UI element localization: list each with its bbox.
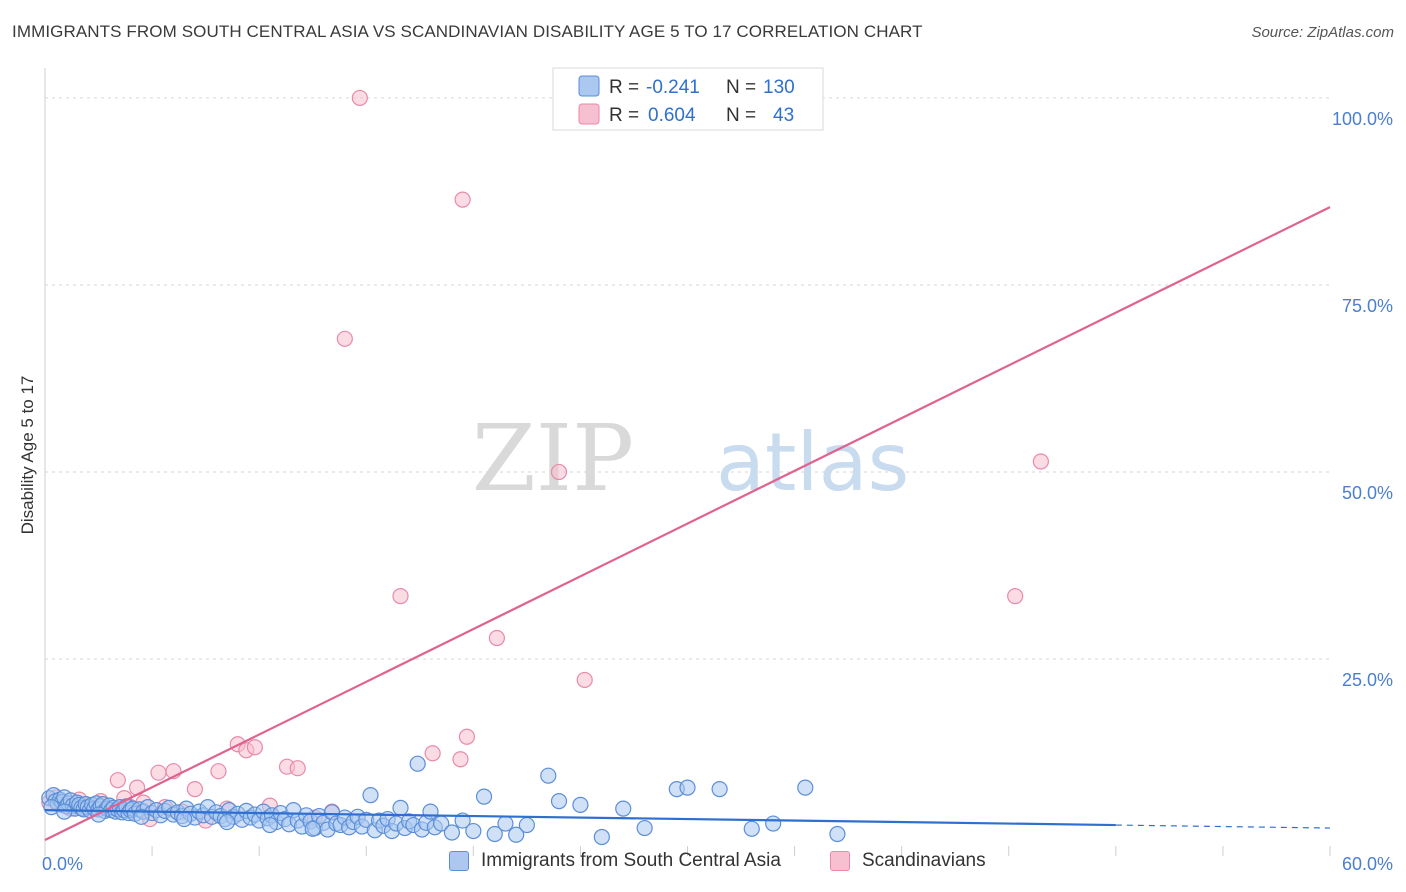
legend-swatch-scandinavians [830, 851, 850, 871]
y-tick-label-3: 100.0% [1332, 109, 1393, 129]
scandinavians-point [351, 89, 368, 107]
legend-item-scandinavians: Scandinavians [830, 850, 986, 872]
south-central-asia-point [486, 825, 503, 843]
south-central-asia-point [176, 810, 193, 828]
south-central-asia-point [765, 815, 782, 832]
scandinavians-point [576, 671, 593, 689]
legend-r-label-pink: R = [609, 105, 639, 126]
scandinavians-point [454, 191, 471, 208]
correlation-legend: R = -0.241 N = 130 R = 0.604 N = 43 [552, 67, 824, 131]
south-central-asia-point [362, 787, 379, 804]
legend-label-south-central-asia: Immigrants from South Central Asia [481, 850, 781, 871]
south-central-asia-point [465, 822, 482, 840]
legend-swatch-pink [578, 103, 600, 125]
south-central-asia-point [518, 816, 535, 834]
south-central-asia-point [636, 819, 653, 837]
south-central-asia-point [550, 793, 568, 810]
scandinavians-point [452, 751, 469, 768]
south-central-asia-point [615, 800, 632, 817]
watermark-zip: ZIP [472, 405, 634, 512]
legend-r-label-blue: R = [609, 77, 639, 98]
scandinavians-point [210, 763, 227, 780]
scandinavians-point [550, 463, 568, 481]
legend-swatch-south-central-asia [449, 851, 469, 871]
watermark: ZIP atlas [472, 405, 910, 512]
scandinavians-point [150, 764, 167, 781]
scandinavians-point [424, 745, 441, 762]
y-tick-label-2: 75.0% [1342, 296, 1393, 316]
legend-swatch-blue [578, 75, 600, 97]
scandinavians-trend-line [44, 206, 1331, 842]
legend-r-value-blue: -0.241 [646, 77, 700, 98]
south-central-asia-point [743, 820, 760, 837]
scandinavians-point [336, 330, 353, 347]
south-central-asia-point [679, 779, 696, 796]
south-central-asia-point [475, 788, 493, 805]
south-central-asia-point [540, 767, 557, 784]
chart-title: IMMIGRANTS FROM SOUTH CENTRAL ASIA VS SC… [12, 22, 923, 41]
south-central-asia-point [443, 824, 461, 841]
scandinavians-point [458, 728, 476, 745]
south-central-asia-trend-line [44, 808, 1116, 827]
south-central-asia-point [422, 803, 439, 820]
scandinavians-point [488, 629, 505, 647]
legend-label-scandinavians: Scandinavians [862, 850, 986, 871]
south-central-asia-point [218, 813, 236, 831]
gridlines [44, 68, 1330, 846]
scandinavians-point [289, 760, 306, 777]
south-central-asia-point [409, 755, 426, 772]
x-axis-ticks [44, 846, 1331, 856]
trend-lines [44, 206, 1331, 842]
south-central-asia-point [392, 799, 409, 816]
south-central-asia-point [797, 779, 814, 796]
x-tick-label-0: 0.0% [42, 854, 83, 874]
x-tick-label-1: 60.0% [1342, 854, 1393, 874]
source-credit: Source: ZipAtlas.com [1251, 24, 1394, 41]
south-central-asia-point [829, 825, 846, 843]
south-central-asia-point [593, 828, 610, 846]
x-axis-tick-labels: 0.0% 60.0% [42, 854, 1393, 874]
legend-n-value-blue: 130 [763, 77, 795, 98]
series-legend: Immigrants from South Central Asia Scand… [0, 850, 1406, 880]
south-central-asia-point [711, 781, 728, 798]
south-central-asia-point [304, 820, 321, 837]
scandinavians-point [392, 588, 409, 605]
y-tick-label-1: 50.0% [1342, 483, 1393, 503]
y-tick-label-0: 25.0% [1342, 670, 1393, 690]
y-axis-tick-labels: 25.0% 50.0% 75.0% 100.0% [1332, 109, 1393, 690]
south-central-asia-point [56, 803, 73, 820]
scandinavians-point [186, 781, 204, 798]
scandinavians-point [1007, 588, 1024, 605]
legend-n-value-pink: 43 [773, 105, 794, 126]
south-central-asia-point [572, 796, 589, 813]
south-central-asia-trend-extension [1115, 824, 1331, 829]
legend-r-value-pink: 0.604 [648, 105, 696, 126]
south-central-asia-point [133, 808, 150, 825]
scandinavians-point [109, 772, 126, 789]
south-central-asia-point [261, 816, 278, 834]
scandinavians-point [1032, 453, 1049, 470]
south-central-asia-point [508, 826, 525, 843]
legend-n-label-pink: N = [726, 105, 756, 126]
scandinavians-point [246, 739, 263, 756]
legend-n-label-blue: N = [726, 77, 756, 98]
legend-item-south-central-asia: Immigrants from South Central Asia [449, 850, 781, 872]
